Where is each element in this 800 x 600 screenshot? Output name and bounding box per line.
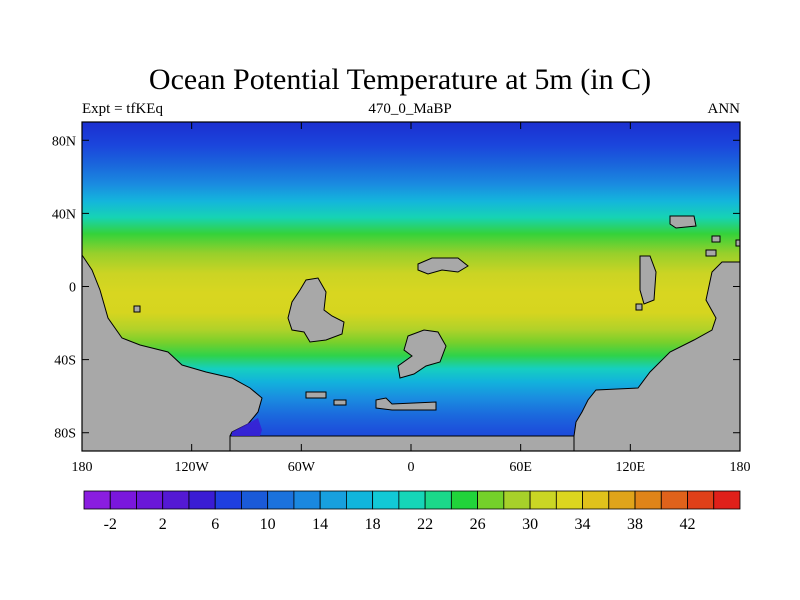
colorbar-swatch (319, 490, 347, 510)
island-south-long (375, 397, 437, 411)
island-south-a (305, 391, 327, 399)
lon-tick-label: 60W (288, 460, 316, 475)
lat-tick-label: 80S (54, 427, 76, 442)
lon-tick-label: 60E (509, 460, 532, 475)
map-title: Ocean Potential Temperature at 5m (in C) (148, 63, 652, 96)
lat-tick-label: 0 (69, 281, 76, 296)
colorbar-swatch (293, 490, 321, 510)
colorbar-swatch (214, 490, 242, 510)
colorbar-swatch (529, 490, 557, 510)
experiment-label: Expt = tfKEq (82, 101, 163, 117)
lon-tick-label: 180 (730, 460, 751, 475)
colorbar-label: 42 (680, 516, 696, 533)
lon-tick-label: 120W (175, 460, 210, 475)
colorbar-label: 26 (470, 516, 486, 533)
land-east (573, 261, 741, 452)
colorbar-swatch (634, 490, 662, 510)
lat-tick-label: 40S (54, 354, 76, 369)
colorbar-swatch (162, 490, 190, 510)
colorbar-swatch (109, 490, 137, 510)
lon-tick-label: 0 (408, 460, 415, 475)
colorbar-swatch (345, 490, 374, 510)
colorbar-swatch (83, 490, 111, 510)
colorbar-label: 14 (312, 516, 328, 533)
island-south-b (333, 399, 347, 406)
colorbar-label: 18 (365, 516, 381, 533)
colorbar-label: 34 (575, 516, 591, 533)
colorbar-swatch (555, 490, 583, 510)
island-central (397, 329, 447, 379)
lat-tick-label: 80N (52, 134, 76, 149)
season-label: ANN (707, 101, 741, 117)
colorbar-swatch (424, 490, 452, 510)
colorbar-label: 22 (417, 516, 433, 533)
island-east-coast-a (711, 235, 721, 243)
island-mid-west (287, 277, 345, 343)
colorbar-swatch (136, 490, 164, 510)
island-east-strip (639, 255, 657, 305)
island-north-central (417, 257, 469, 275)
colorbar-label: 38 (627, 516, 643, 533)
colorbar-swatch (582, 490, 610, 510)
lon-tick-label: 120E (616, 460, 646, 475)
lat-tick-label: 40N (52, 207, 76, 222)
island-east-coast-c (705, 249, 717, 257)
colorbar-swatch (713, 490, 741, 510)
cold-patch (232, 418, 262, 436)
land-south-pole (229, 435, 575, 452)
colorbar-swatch (660, 490, 688, 510)
colorbar-swatch (608, 490, 636, 510)
colorbar-swatch (188, 490, 216, 510)
colorbar-swatch (477, 490, 505, 510)
colorbar-swatch (503, 490, 531, 510)
colorbar-swatch (241, 490, 269, 510)
island-west-tiny (133, 305, 141, 313)
colorbar-swatch (687, 490, 715, 510)
island-north-east (669, 215, 697, 229)
colorbar-swatch (450, 490, 478, 510)
colorbar (83, 490, 741, 510)
latitude-axis: 80N 40N 0 40S 80S (52, 134, 740, 442)
colorbar-label: 30 (522, 516, 538, 533)
lon-tick-label: 180 (72, 460, 93, 475)
colorbar-label: 2 (159, 516, 167, 533)
island-east-small (635, 303, 643, 311)
colorbar-label: -2 (104, 516, 117, 533)
colorbar-swatch (267, 490, 295, 510)
colorbar-labels: -2 2 6 10 14 18 22 26 30 34 38 42 (104, 516, 696, 533)
colorbar-label: 6 (211, 516, 219, 533)
colorbar-label: 10 (260, 516, 276, 533)
colorbar-swatch (372, 490, 400, 510)
longitude-axis: 180 120W 60W 0 60E 120E 180 (72, 122, 751, 475)
colorbar-swatch (398, 490, 426, 510)
land-masses (81, 215, 741, 452)
time-label: 470_0_MaBP (368, 101, 452, 117)
